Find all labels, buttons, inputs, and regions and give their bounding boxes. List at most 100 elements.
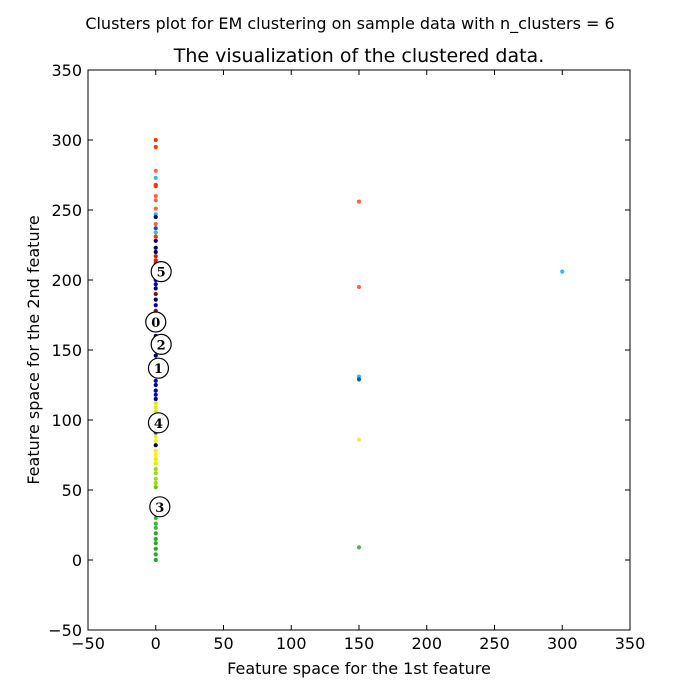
- data-point: [356, 377, 362, 382]
- data-point: [153, 168, 158, 173]
- y-tick-label: 0: [72, 551, 82, 570]
- y-tick-label: 150: [51, 341, 82, 360]
- data-point: [153, 396, 158, 402]
- data-point: [153, 452, 158, 458]
- data-point: [153, 438, 158, 444]
- data-point: [153, 531, 158, 536]
- plot-frame: [87, 69, 631, 631]
- cluster-center-circle: [145, 311, 167, 333]
- data-point: [153, 226, 158, 231]
- data-point: [153, 525, 158, 530]
- cluster-centers: 0 1 2 3 4 5: [145, 261, 172, 518]
- x-tick-label: −50: [71, 634, 105, 653]
- data-point: [356, 545, 362, 550]
- y-tick-label: 300: [51, 131, 82, 150]
- data-point: [153, 471, 158, 476]
- data-point: [153, 557, 158, 563]
- data-point: [153, 388, 158, 393]
- cluster-center-marker: 1: [147, 357, 170, 379]
- x-tick-label: 250: [479, 634, 510, 653]
- data-point: [153, 392, 158, 397]
- data-point: [153, 401, 158, 406]
- cluster-center-circle: [147, 357, 170, 379]
- data-point: [356, 284, 362, 290]
- x-tick-label: 50: [213, 634, 233, 653]
- cluster-center-marker: 3: [149, 496, 171, 518]
- cluster-center-circle: [149, 496, 171, 518]
- cluster-center-marker: 2: [150, 333, 172, 355]
- data-point: [153, 353, 158, 358]
- data-point: [356, 199, 362, 204]
- y-tick-label: 350: [51, 61, 82, 80]
- data-point: [153, 378, 158, 383]
- chart-title: The visualization of the clustered data.: [173, 45, 545, 67]
- x-tick-label: 350: [615, 634, 646, 653]
- cluster-center-marker: 0: [145, 311, 167, 333]
- data-point: [153, 175, 158, 180]
- chart-suptitle: Clusters plot for EM clustering on sampl…: [85, 14, 614, 34]
- data-point: [153, 466, 158, 472]
- y-axis-label: Feature space for the 2nd feature: [24, 215, 43, 484]
- data-point: [153, 291, 158, 297]
- cluster-center-circle: [150, 333, 172, 355]
- data-point: [560, 269, 565, 274]
- cluster-center-circle: [147, 412, 170, 434]
- data-point: [153, 461, 158, 466]
- cluster-center-label: 3: [155, 501, 164, 516]
- data-point: [153, 193, 158, 199]
- cluster-center-label: 1: [154, 362, 163, 377]
- data-point: [153, 297, 158, 302]
- y-tick-label: 50: [62, 481, 82, 500]
- data-point: [153, 198, 158, 203]
- cluster-center-circle: [150, 261, 172, 283]
- data-point: [153, 234, 158, 239]
- cluster-center-label: 0: [151, 316, 160, 331]
- data-points: [153, 137, 565, 563]
- data-point: [153, 405, 158, 410]
- data-point: [153, 282, 158, 287]
- x-tick-label: 100: [276, 634, 307, 653]
- y-tick-label: −50: [48, 621, 82, 640]
- x-tick-label: 150: [344, 634, 375, 653]
- data-point: [153, 480, 158, 486]
- data-point: [153, 245, 158, 250]
- data-point: [356, 437, 362, 442]
- cluster-center-marker: 5: [150, 261, 172, 283]
- data-point: [153, 443, 158, 448]
- data-point: [153, 485, 158, 490]
- data-point: [153, 249, 158, 255]
- x-tick-label: 200: [411, 634, 442, 653]
- data-point: [153, 206, 158, 211]
- data-point: [153, 286, 158, 291]
- data-point: [153, 536, 158, 542]
- data-point: [153, 230, 158, 235]
- data-point: [153, 382, 158, 388]
- data-point: [153, 221, 158, 227]
- data-point: [153, 184, 158, 189]
- cluster-center-marker: 4: [147, 412, 170, 434]
- data-point: [153, 448, 158, 453]
- data-point: [153, 476, 158, 481]
- data-point: [153, 214, 158, 220]
- y-tick-label: 200: [51, 271, 82, 290]
- data-point: [153, 541, 158, 546]
- data-point: [153, 457, 158, 462]
- y-tick-label: 100: [51, 411, 82, 430]
- cluster-center-label: 2: [157, 338, 166, 353]
- x-tick-label: 300: [547, 634, 578, 653]
- data-point: [153, 254, 158, 259]
- data-point: [153, 303, 158, 308]
- cluster-center-label: 5: [157, 266, 166, 281]
- data-point: [153, 137, 158, 143]
- data-point: [153, 238, 158, 243]
- data-point: [153, 434, 158, 439]
- tick-labels: −50 0 50 100 150 200 250 300 350−500501001502002…: [48, 61, 645, 653]
- data-point: [153, 521, 158, 526]
- cluster-center-label: 4: [154, 417, 163, 432]
- x-axis-label: Feature space for the 1st feature: [227, 659, 491, 678]
- data-point: [153, 546, 158, 551]
- x-tick-label: 0: [151, 634, 161, 653]
- data-point: [153, 144, 158, 150]
- y-tick-label: 250: [51, 201, 82, 220]
